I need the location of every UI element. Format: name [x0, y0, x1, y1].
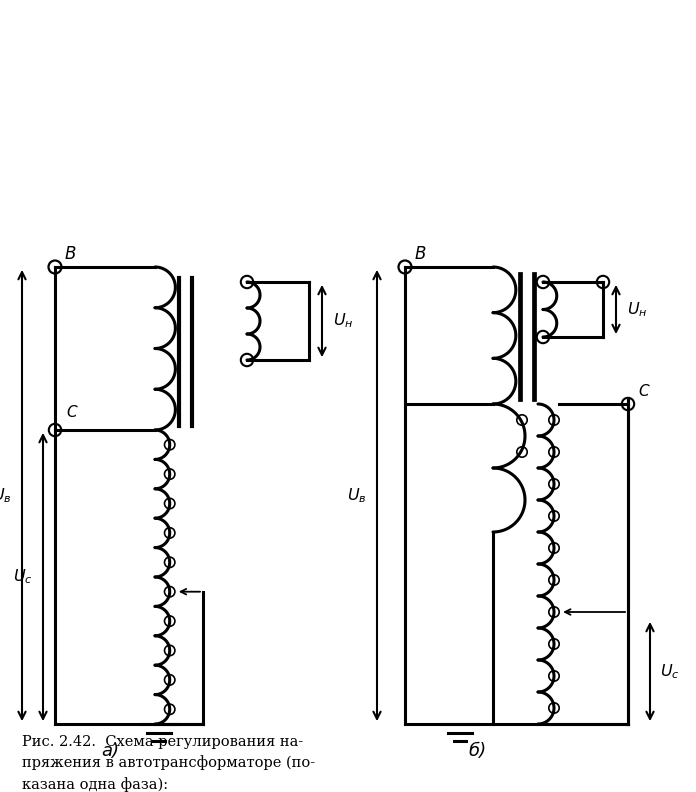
Text: $U_н$: $U_н$: [627, 300, 647, 319]
Text: B: B: [415, 245, 427, 263]
Text: $U_с$: $U_с$: [660, 662, 680, 681]
Text: б): б): [468, 742, 486, 760]
Text: B: B: [65, 245, 77, 263]
Text: C: C: [638, 384, 649, 399]
Text: а): а): [101, 742, 119, 760]
Text: $U_в$: $U_в$: [347, 486, 367, 505]
Text: $U_н$: $U_н$: [333, 311, 354, 330]
Text: $U_с$: $U_с$: [13, 568, 33, 586]
Text: C: C: [66, 405, 77, 420]
Text: $U_в$: $U_в$: [0, 486, 12, 505]
Text: Рис. 2.42.  Схема регулирования на-
пряжения в автотрансформаторе (по-
казана од: Рис. 2.42. Схема регулирования на- пряже…: [22, 735, 315, 792]
